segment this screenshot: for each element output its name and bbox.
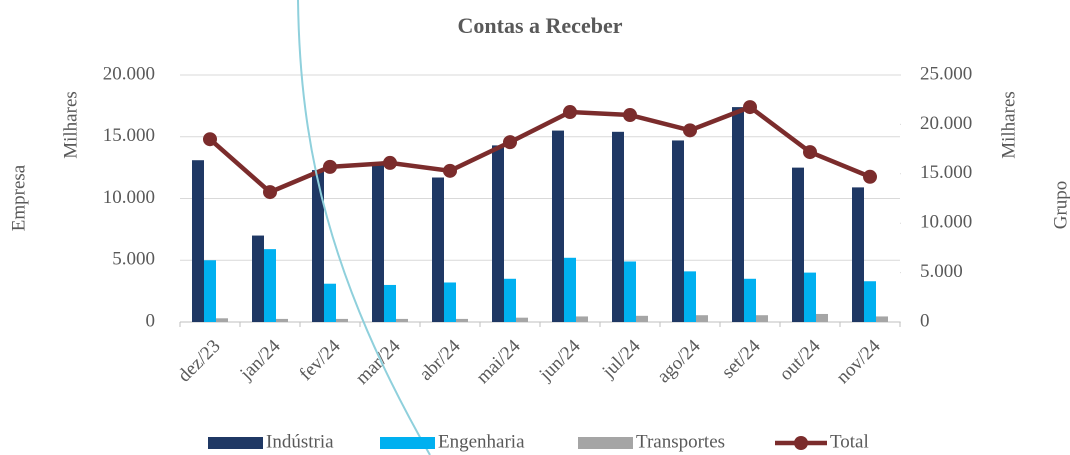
y2-axis-title: Grupo xyxy=(1050,181,1070,230)
x-tick-label: fev/24 xyxy=(295,335,345,385)
x-tick-label: set/24 xyxy=(718,335,765,382)
line-marker xyxy=(203,132,217,147)
y-tick-label: 15.000 xyxy=(103,125,155,146)
bar xyxy=(264,249,276,322)
x-tick-label: ago/24 xyxy=(653,335,705,387)
bar xyxy=(732,107,744,322)
x-tick-label: jan/24 xyxy=(235,335,284,384)
bar xyxy=(564,257,576,322)
bar xyxy=(636,315,648,322)
x-tick-label: abr/24 xyxy=(415,335,465,385)
legend-swatch xyxy=(578,437,633,449)
bar xyxy=(456,318,468,322)
bar xyxy=(216,318,228,322)
y-axis-title: Empresa xyxy=(8,164,29,231)
bar xyxy=(204,260,216,322)
bar xyxy=(792,167,804,322)
legend-label: Engenharia xyxy=(438,431,525,452)
legend-label: Transportes xyxy=(636,431,725,452)
bar xyxy=(492,145,504,322)
legend-marker xyxy=(794,436,808,450)
y-axis-label: Milhares xyxy=(60,91,81,159)
line-marker xyxy=(383,155,397,170)
bar xyxy=(396,318,408,322)
line-marker xyxy=(563,105,577,120)
line-marker xyxy=(683,123,697,138)
bar xyxy=(312,170,324,322)
x-tick-label: dez/23 xyxy=(174,336,225,387)
line xyxy=(208,104,871,195)
y2-tick-label: 25.000 xyxy=(920,63,972,84)
line-marker xyxy=(623,108,637,123)
bar xyxy=(744,278,756,322)
bar xyxy=(816,313,828,322)
x-tick-label: jun/24 xyxy=(535,335,585,385)
bar xyxy=(372,163,384,322)
bar xyxy=(276,318,288,322)
x-tick-label: nov/24 xyxy=(832,335,885,388)
bar xyxy=(192,160,204,322)
y2-tick-label: 0 xyxy=(920,310,930,331)
y2-tick-label: 10.000 xyxy=(920,212,972,233)
bar xyxy=(516,317,528,322)
line-marker xyxy=(263,185,277,200)
legend-label: Total xyxy=(830,431,869,452)
bar xyxy=(552,130,564,322)
line-marker xyxy=(743,100,757,115)
y2-tick-label: 15.000 xyxy=(920,162,972,183)
legend-swatch xyxy=(380,437,435,449)
y2-tick-label: 20.000 xyxy=(920,113,972,134)
legend-swatch xyxy=(208,437,263,449)
bar xyxy=(684,271,696,322)
x-tick-label: jul/24 xyxy=(598,335,645,382)
chart-title: Contas a Receber xyxy=(458,13,623,38)
line-marker xyxy=(863,169,877,184)
line-marker xyxy=(323,159,337,174)
bar xyxy=(504,278,516,322)
bar xyxy=(756,315,768,322)
bar xyxy=(624,261,636,322)
bar xyxy=(384,284,396,322)
bar xyxy=(444,282,456,322)
bar xyxy=(252,235,264,322)
x-tick-label: mai/24 xyxy=(472,335,525,388)
x-tick-label: out/24 xyxy=(775,335,825,385)
y-tick-label: 20.000 xyxy=(103,63,155,84)
line-marker xyxy=(443,163,457,178)
x-tick-label: mar/24 xyxy=(352,335,405,388)
y-tick-label: 5.000 xyxy=(112,249,155,270)
bar xyxy=(336,318,348,322)
bar xyxy=(324,283,336,322)
bar xyxy=(864,281,876,322)
legend-label: Indústria xyxy=(266,431,334,452)
y-tick-label: 10.000 xyxy=(103,187,155,208)
bar xyxy=(696,315,708,322)
line-marker xyxy=(803,145,817,160)
bar xyxy=(876,316,888,322)
decorative-curve xyxy=(297,0,431,455)
y2-tick-label: 5.000 xyxy=(920,261,963,282)
bar xyxy=(576,316,588,322)
bar xyxy=(672,140,684,322)
bar xyxy=(804,272,816,322)
y2-axis-label: Milhares xyxy=(998,91,1019,159)
bar xyxy=(432,177,444,322)
bar xyxy=(612,131,624,322)
bar xyxy=(852,187,864,322)
line-marker xyxy=(503,135,517,150)
y-tick-label: 0 xyxy=(146,310,156,331)
